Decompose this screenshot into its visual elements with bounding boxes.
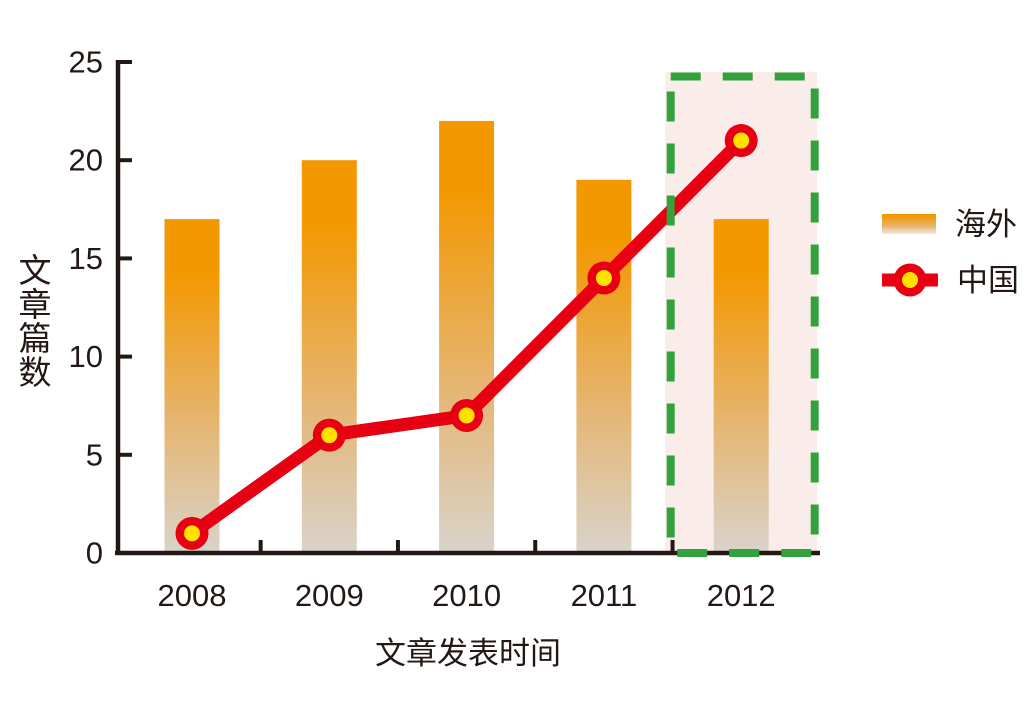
marker-inner-2008 [184,525,200,542]
x-category-label-2008: 2008 [158,578,227,613]
y-tick-label-20: 20 [69,143,103,178]
x-category-label-2010: 2010 [432,578,501,613]
bar-swatch-icon [882,214,936,234]
marker-inner-2011 [595,270,612,287]
legend-item-overseas: 海外 [882,204,1019,244]
y-tick-label-10: 10 [69,339,103,374]
legend-label-overseas: 海外 [955,206,1017,242]
marker-inner-2012 [733,132,750,149]
legend-line-swatch [882,263,938,297]
line-marker-swatch-icon [882,261,938,299]
y-tick-label-25: 25 [69,45,103,80]
y-tick-label-15: 15 [69,241,103,276]
marker-inner-2010 [458,407,475,424]
x-category-label-2012: 2012 [707,578,776,613]
bar-2010 [439,120,495,554]
bar-2012 [713,219,769,553]
legend-label-china: 中国 [957,262,1019,298]
y-tick-label-5: 5 [86,437,103,472]
highlight-dashed-border [666,72,819,557]
bar-2011 [576,179,632,553]
x-category-label-2009: 2009 [295,578,364,613]
bar-2008 [164,219,220,553]
marker-inner-2009 [321,427,338,444]
y-tick-label-0: 0 [86,536,103,571]
x-axis-title: 文章发表时间 [375,636,561,671]
legend: 海外 中国 [882,204,1019,300]
x-category-label-2011: 2011 [571,578,638,613]
y-axis-title: 文章篇数 [14,253,51,389]
bar-2009 [301,160,357,553]
legend-item-china: 中国 [882,260,1019,300]
legend-marker-inner [902,272,918,288]
